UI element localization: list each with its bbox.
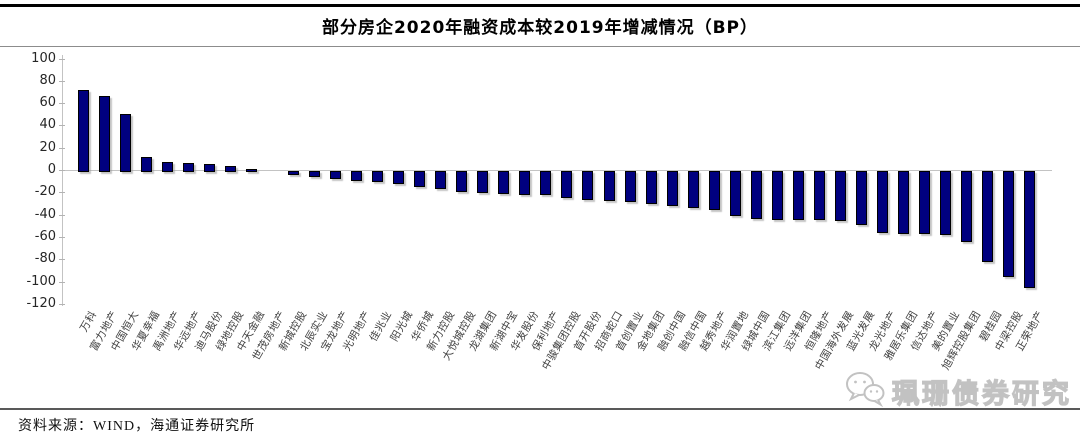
y-axis-tick [59, 192, 65, 194]
bar [834, 171, 846, 221]
bar [540, 171, 552, 196]
wechat-icon [844, 370, 886, 412]
bar [792, 171, 804, 220]
bar [898, 171, 910, 235]
bar [245, 168, 257, 172]
bar [961, 171, 973, 243]
bar [182, 163, 194, 172]
bar [708, 171, 720, 210]
bar [771, 171, 783, 220]
bar [119, 114, 131, 172]
bar [329, 171, 341, 179]
bar [456, 171, 468, 192]
y-axis-tick-label: 80 [39, 72, 56, 88]
y-axis-tick [59, 214, 65, 216]
y-axis-line [62, 55, 63, 306]
y-axis-tick-label: 20 [39, 139, 56, 155]
y-axis-tick [59, 259, 65, 261]
bar [750, 171, 762, 219]
y-axis-tick [59, 236, 65, 238]
bar [203, 164, 215, 172]
bar [561, 171, 573, 198]
bar [287, 171, 299, 176]
y-axis-tick [59, 103, 65, 105]
y-axis-tick-label: 60 [39, 95, 56, 111]
bottom-divider [0, 408, 1080, 410]
bar [519, 171, 531, 196]
y-axis-tick-label: 40 [39, 117, 56, 133]
bar [624, 171, 636, 202]
chart-title: 部分房企2020年融资成本较2019年增减情况（BP） [321, 18, 759, 38]
title-divider [0, 46, 1080, 47]
y-axis-tick [59, 147, 65, 149]
y-axis-tick-label: 0 [47, 162, 56, 177]
y-axis-tick-label: -60 [34, 228, 56, 244]
y-axis-tick [59, 170, 65, 171]
bar [982, 171, 994, 263]
y-axis-tick [59, 58, 65, 60]
bar [666, 171, 678, 207]
bar [603, 171, 615, 201]
bar [77, 89, 89, 172]
y-axis-tick-label: -40 [34, 206, 56, 222]
bar [1003, 171, 1015, 277]
bar [498, 171, 510, 195]
bar [919, 171, 931, 235]
source-note: 资料来源：WIND，海通证券研究所 [18, 419, 256, 434]
bar [1024, 171, 1036, 288]
bar [161, 162, 173, 172]
bar [687, 171, 699, 208]
bar [393, 171, 405, 185]
bar [813, 171, 825, 220]
bar [645, 171, 657, 205]
bar [140, 156, 152, 172]
bar [855, 171, 867, 226]
bar [308, 171, 320, 178]
watermark-text: 珮珊债券研究 [891, 378, 1072, 410]
y-axis-tick-label: -100 [26, 273, 56, 289]
bar [372, 171, 384, 182]
bar [98, 96, 110, 172]
bar [940, 171, 952, 236]
y-axis-tick-label: -120 [26, 295, 56, 311]
watermark: 珮珊债券研究 [844, 370, 1072, 412]
bar [477, 171, 489, 194]
y-axis-tick [59, 303, 65, 305]
bar [414, 171, 426, 188]
y-axis-tick [59, 125, 65, 127]
x-axis-zero-line [62, 170, 1052, 171]
top-divider [0, 4, 1080, 7]
bar [582, 171, 594, 200]
y-axis-tick-label: -80 [34, 251, 56, 267]
bar [877, 171, 889, 234]
y-axis-tick [59, 80, 65, 82]
bar [351, 171, 363, 181]
bar [729, 171, 741, 217]
bar [435, 171, 447, 189]
y-axis-tick [59, 281, 65, 283]
bar [224, 165, 236, 172]
y-axis-tick-label: 100 [31, 50, 56, 66]
y-axis-tick-label: -20 [34, 184, 56, 200]
